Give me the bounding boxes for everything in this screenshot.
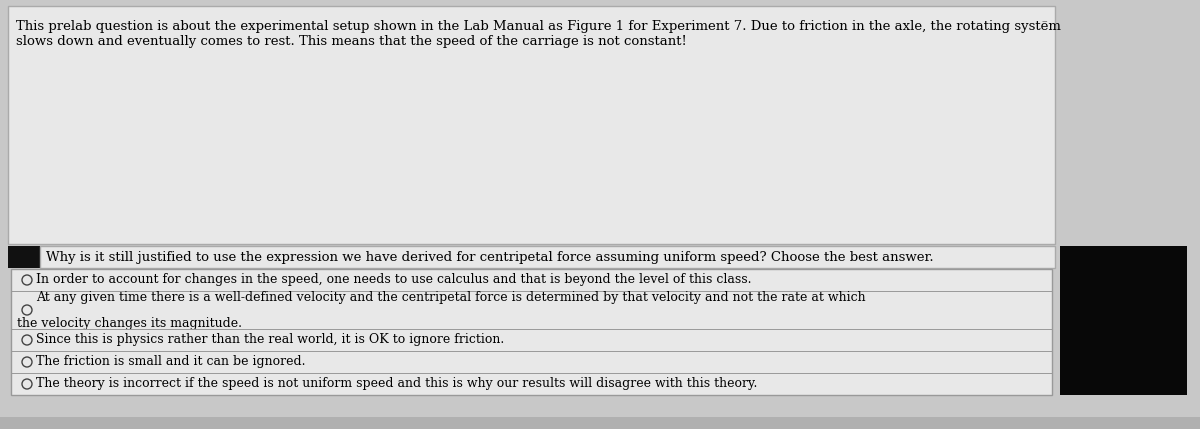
Text: slows down and eventually comes to rest. This means that the speed of the carria: slows down and eventually comes to rest.… bbox=[16, 35, 686, 48]
Text: In order to account for changes in the speed, one needs to use calculus and that: In order to account for changes in the s… bbox=[36, 274, 751, 287]
Text: Since this is physics rather than the real world, it is OK to ignore friction.: Since this is physics rather than the re… bbox=[36, 333, 504, 347]
Bar bbox=[0, 417, 1200, 429]
Text: the velocity changes its magnitude.: the velocity changes its magnitude. bbox=[17, 317, 242, 329]
Text: The theory is incorrect if the speed is not uniform speed and this is why our re: The theory is incorrect if the speed is … bbox=[36, 378, 757, 390]
Bar bbox=[8, 246, 40, 268]
Text: Why is it still justified to use the expression we have derived for centripetal : Why is it still justified to use the exp… bbox=[46, 251, 934, 263]
Text: The friction is small and it can be ignored.: The friction is small and it can be igno… bbox=[36, 356, 306, 369]
Bar bbox=[8, 6, 1055, 244]
Bar bbox=[1060, 246, 1187, 395]
Text: At any given time there is a well-defined velocity and the centripetal force is : At any given time there is a well-define… bbox=[36, 290, 865, 303]
Text: This prelab question is about the experimental setup shown in the Lab Manual as : This prelab question is about the experi… bbox=[16, 20, 1061, 33]
Text: –: – bbox=[1042, 16, 1046, 26]
Bar bbox=[11, 269, 1052, 395]
Bar bbox=[40, 246, 1055, 268]
